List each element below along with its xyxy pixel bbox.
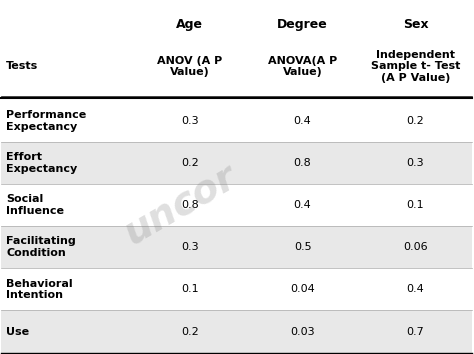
Bar [1, 310, 472, 353]
Bar [1, 142, 472, 184]
Text: Social
Influence: Social Influence [6, 194, 64, 216]
Text: 0.2: 0.2 [181, 158, 199, 168]
Text: Use: Use [6, 326, 29, 337]
Text: 0.3: 0.3 [181, 242, 199, 252]
Text: Facilitating
Condition: Facilitating Condition [6, 236, 76, 258]
Text: Sex: Sex [403, 18, 428, 31]
Text: uncor: uncor [117, 158, 244, 253]
Bar [1, 226, 472, 268]
Text: 0.2: 0.2 [181, 326, 199, 337]
Text: 0.3: 0.3 [407, 158, 424, 168]
Text: 0.03: 0.03 [290, 326, 315, 337]
Text: Independent
Sample t- Test
(A P Value): Independent Sample t- Test (A P Value) [371, 50, 460, 83]
Text: ANOV (A P
Value): ANOV (A P Value) [157, 56, 222, 77]
Text: 0.7: 0.7 [407, 326, 424, 337]
Text: Effort
Expectancy: Effort Expectancy [6, 152, 77, 174]
Text: Degree: Degree [277, 18, 328, 31]
Text: Tests: Tests [6, 61, 38, 72]
Text: 0.5: 0.5 [294, 242, 311, 252]
Text: 0.8: 0.8 [294, 158, 311, 168]
Text: 0.3: 0.3 [181, 116, 199, 126]
Text: 0.4: 0.4 [294, 200, 311, 210]
Text: 0.4: 0.4 [407, 284, 424, 295]
Text: ANOVA(A P
Value): ANOVA(A P Value) [268, 56, 337, 77]
Text: 0.1: 0.1 [181, 284, 199, 295]
Text: 0.06: 0.06 [403, 242, 428, 252]
Text: 0.4: 0.4 [294, 116, 311, 126]
Text: 0.8: 0.8 [181, 200, 199, 210]
Text: 0.1: 0.1 [407, 200, 424, 210]
Text: 0.2: 0.2 [407, 116, 424, 126]
Text: Performance
Expectancy: Performance Expectancy [6, 110, 86, 132]
Text: Age: Age [176, 18, 203, 31]
Text: 0.04: 0.04 [290, 284, 315, 295]
Text: Behavioral
Intention: Behavioral Intention [6, 279, 73, 300]
